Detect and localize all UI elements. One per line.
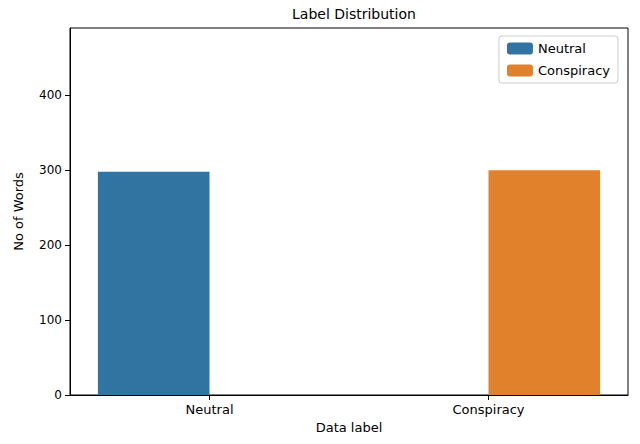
svg-text:0: 0 <box>54 388 62 402</box>
svg-text:Label Distribution: Label Distribution <box>292 6 416 22</box>
svg-text:Conspiracy: Conspiracy <box>452 402 524 417</box>
svg-text:100: 100 <box>39 313 62 327</box>
svg-text:200: 200 <box>39 238 62 252</box>
svg-text:No of Words: No of Words <box>11 172 26 251</box>
svg-text:Data label: Data label <box>316 420 383 435</box>
svg-text:400: 400 <box>39 88 62 102</box>
svg-text:Neutral: Neutral <box>538 41 586 56</box>
svg-text:Conspiracy: Conspiracy <box>538 63 610 78</box>
svg-text:Neutral: Neutral <box>186 402 234 417</box>
svg-text:300: 300 <box>39 163 62 177</box>
